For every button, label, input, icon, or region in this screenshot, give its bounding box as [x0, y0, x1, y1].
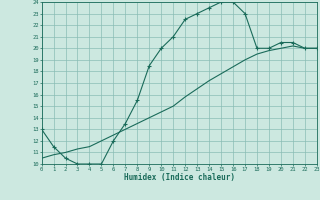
X-axis label: Humidex (Indice chaleur): Humidex (Indice chaleur)	[124, 173, 235, 182]
